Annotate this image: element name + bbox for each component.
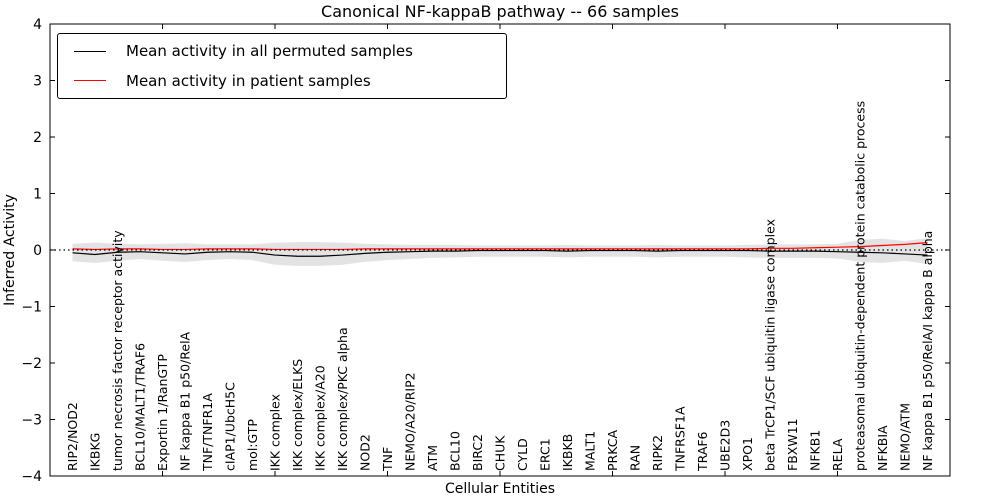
category-label: RAN	[628, 445, 643, 471]
category-label: NF kappa B1 p50/RelA/I kappa B alpha	[920, 231, 935, 471]
legend-label-permuted: Mean activity in all permuted samples	[126, 42, 413, 61]
category-label: NOD2	[358, 434, 373, 471]
y-tick-label: −4	[21, 469, 42, 485]
category-label: proteasomal ubiquitin-dependent protein …	[853, 101, 868, 471]
category-label: TNFRSF1A	[673, 406, 688, 472]
category-label: CHUK	[493, 435, 508, 471]
category-label: IKK complex/ELKS	[290, 359, 305, 471]
legend-item-permuted: Mean activity in all permuted samples	[74, 37, 506, 65]
category-label: BIRC2	[470, 434, 485, 471]
y-tick-label: 0	[33, 243, 42, 259]
category-label: NEMO/A20/RIP2	[403, 372, 418, 471]
legend-box: Mean activity in all permuted samples Me…	[57, 33, 507, 99]
category-label: NEMO/ATM	[898, 403, 913, 471]
permuted-range-band	[72, 238, 928, 266]
category-label: CYLD	[515, 438, 530, 471]
category-label: TNF/TNFR1A	[200, 393, 215, 472]
category-label: mol:GTP	[245, 419, 260, 471]
category-label: XPO1	[740, 437, 755, 471]
category-label: NFKB1	[808, 430, 823, 471]
category-label: cIAP1/UbcH5C	[223, 382, 238, 471]
category-label: FBXW11	[785, 418, 800, 471]
legend-line-permuted-swatch	[74, 50, 106, 52]
category-label: UBE2D3	[718, 420, 733, 471]
y-tick-label: 2	[33, 130, 42, 146]
legend-line-patient-swatch	[74, 80, 106, 82]
category-label: PRKCA	[605, 430, 620, 471]
category-label: IKBKB	[560, 434, 575, 471]
y-tick-label: 3	[33, 74, 42, 90]
patient-mean-line	[72, 242, 928, 251]
y-tick-label: −2	[21, 356, 42, 372]
category-label: IKBKG	[88, 433, 103, 471]
category-label: NF kappa B1 p50/RelA	[178, 331, 193, 471]
category-label: TRAF6	[695, 431, 710, 472]
category-label: ATM	[425, 445, 440, 471]
y-tick-label: 1	[33, 187, 42, 203]
category-label: BCL10	[448, 431, 463, 471]
category-label: IKK complex	[268, 394, 283, 471]
x-axis-label: Cellular Entities	[444, 481, 556, 497]
y-axis-label: Inferred Activity	[2, 194, 18, 306]
legend-label-patient: Mean activity in patient samples	[126, 71, 371, 90]
category-label: tumor necrosis factor receptor activity	[110, 230, 125, 471]
y-tick-label: 4	[33, 17, 42, 33]
category-label: RIPK2	[650, 435, 665, 471]
category-label: RIP2/NOD2	[65, 402, 80, 471]
chart-title: Canonical NF-kappaB pathway -- 66 sample…	[321, 2, 679, 21]
category-label: ERC1	[538, 438, 553, 471]
category-label: IKK complex/A20	[313, 365, 328, 471]
plot-frame	[49, 23, 951, 477]
y-tick-label: −1	[21, 300, 42, 316]
category-label: RELA	[830, 438, 845, 471]
category-label: Exportin 1/RanGTP	[155, 354, 170, 471]
category-label: NFKBIA	[875, 425, 890, 471]
category-label: TNF	[380, 447, 395, 472]
category-label: BCL10/MALT1/TRAF6	[133, 343, 148, 471]
y-tick-label: −3	[21, 413, 42, 429]
category-label: MALT1	[583, 431, 598, 471]
legend-item-patient: Mean activity in patient samples	[74, 67, 506, 95]
category-label: beta TrCP1/SCF ubiquitin ligase complex	[763, 219, 778, 471]
category-label: IKK complex/PKC alpha	[335, 327, 350, 471]
